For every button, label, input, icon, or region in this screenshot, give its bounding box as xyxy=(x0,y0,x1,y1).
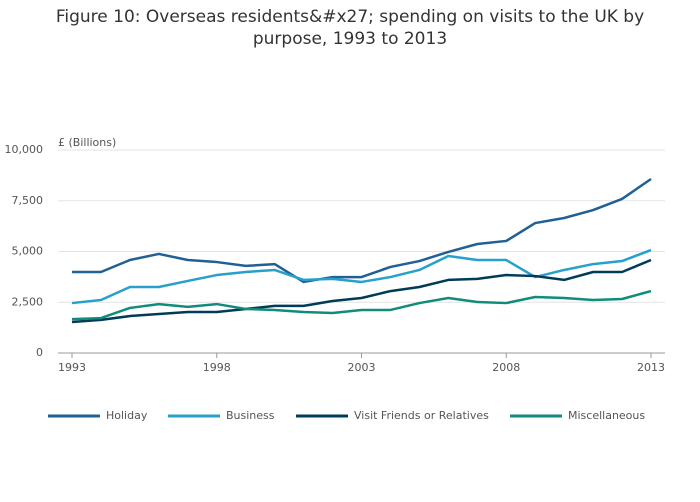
legend-label: Miscellaneous xyxy=(568,409,645,422)
x-tick-label: 2003 xyxy=(348,361,376,374)
x-tick-label: 2008 xyxy=(492,361,520,374)
y-tick-label: 7,500 xyxy=(12,194,44,207)
legend-label: Holiday xyxy=(106,409,148,422)
y-tick-label: 2,500 xyxy=(12,295,44,308)
x-tick-label: 1993 xyxy=(58,361,86,374)
x-tick-label: 1998 xyxy=(203,361,231,374)
x-tick-label: 2013 xyxy=(637,361,665,374)
series-line xyxy=(71,258,652,324)
series-line xyxy=(72,177,652,284)
y-tick-label: 10,000 xyxy=(5,143,44,156)
legend-label: Business xyxy=(226,409,275,422)
series-line xyxy=(71,289,652,321)
y-tick-label: 5,000 xyxy=(12,245,44,258)
chart-title: Figure 10: Overseas residents&#x27; spen… xyxy=(55,7,645,49)
series-line xyxy=(71,248,652,305)
y-axis-label: £ (Billions) xyxy=(58,136,116,149)
y-tick-label: 0 xyxy=(36,346,43,359)
legend-label: Visit Friends or Relatives xyxy=(354,409,489,422)
